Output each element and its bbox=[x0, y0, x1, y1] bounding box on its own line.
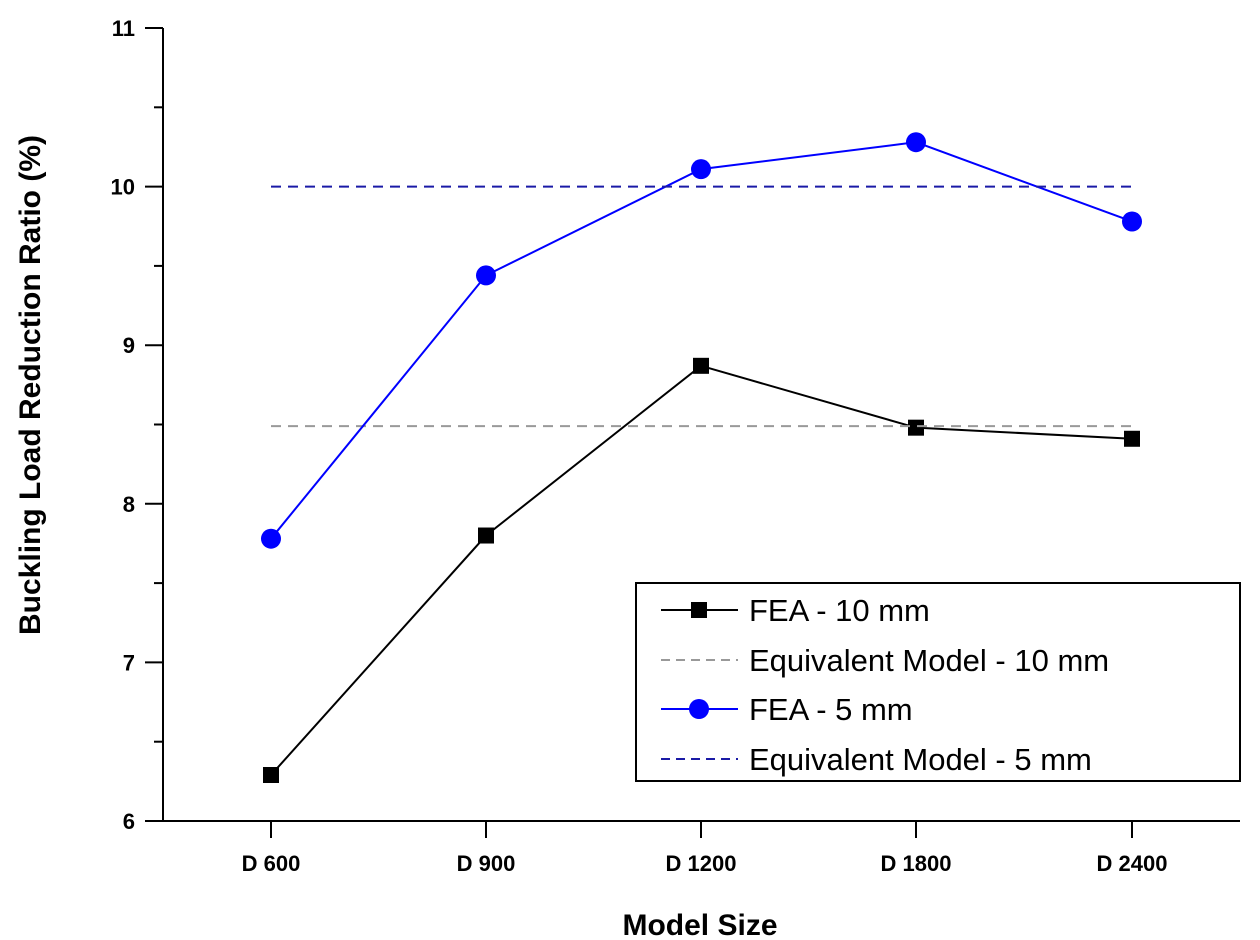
legend-label: Equivalent Model - 5 mm bbox=[749, 742, 1092, 777]
y-tick-label: 10 bbox=[111, 175, 135, 200]
data-point-circle bbox=[476, 265, 496, 286]
legend-item: Equivalent Model - 5 mm bbox=[661, 742, 1092, 777]
legend-swatch-square bbox=[691, 602, 707, 618]
x-tick-label: D 900 bbox=[457, 851, 516, 876]
data-point-circle bbox=[261, 528, 281, 549]
x-tick-label: D 1200 bbox=[666, 851, 737, 876]
x-axis-ticks: D 600 D 900 D 1200 D 1800 D 2400 bbox=[242, 821, 1168, 876]
legend: FEA - 10 mm Equivalent Model - 10 mm FEA -… bbox=[635, 582, 1241, 782]
y-tick-label: 9 bbox=[123, 333, 135, 358]
data-point-square bbox=[908, 419, 924, 436]
y-tick-label: 8 bbox=[123, 492, 135, 517]
legend-label: FEA - 5 mm bbox=[749, 692, 913, 727]
x-tick-label: D 600 bbox=[242, 851, 301, 876]
data-point-square bbox=[1124, 430, 1140, 447]
x-tick-label: D 1800 bbox=[881, 851, 952, 876]
legend-item: FEA - 5 mm bbox=[661, 692, 913, 727]
data-point-circle bbox=[906, 132, 926, 153]
data-point-square bbox=[263, 767, 279, 784]
legend-item: Equivalent Model - 10 mm bbox=[661, 643, 1109, 678]
series-fea-5-mm bbox=[261, 132, 1142, 549]
series-layer bbox=[261, 132, 1142, 784]
series-fea-10-mm bbox=[263, 357, 1140, 784]
data-point-square bbox=[478, 527, 494, 544]
data-point-square bbox=[693, 357, 709, 374]
y-axis-ticks: 6 7 8 9 10 11 bbox=[111, 16, 163, 834]
data-point-circle bbox=[1122, 211, 1142, 232]
legend-box bbox=[635, 582, 1241, 782]
series-line bbox=[270, 141, 1133, 540]
x-tick-label: D 2400 bbox=[1097, 851, 1168, 876]
x-axis-title: Model Size bbox=[622, 909, 777, 940]
data-point-circle bbox=[691, 159, 711, 180]
legend-swatch-circle bbox=[689, 699, 709, 719]
legend-label: Equivalent Model - 10 mm bbox=[749, 643, 1109, 678]
legend-item: FEA - 10 mm bbox=[661, 593, 930, 628]
y-tick-label: 7 bbox=[123, 650, 135, 675]
y-tick-label: 11 bbox=[112, 16, 135, 41]
y-axis-title: Buckling Load Reduction Ratio (%) bbox=[14, 135, 47, 635]
legend-label: FEA - 10 mm bbox=[749, 593, 930, 628]
y-tick-label: 6 bbox=[123, 809, 135, 834]
